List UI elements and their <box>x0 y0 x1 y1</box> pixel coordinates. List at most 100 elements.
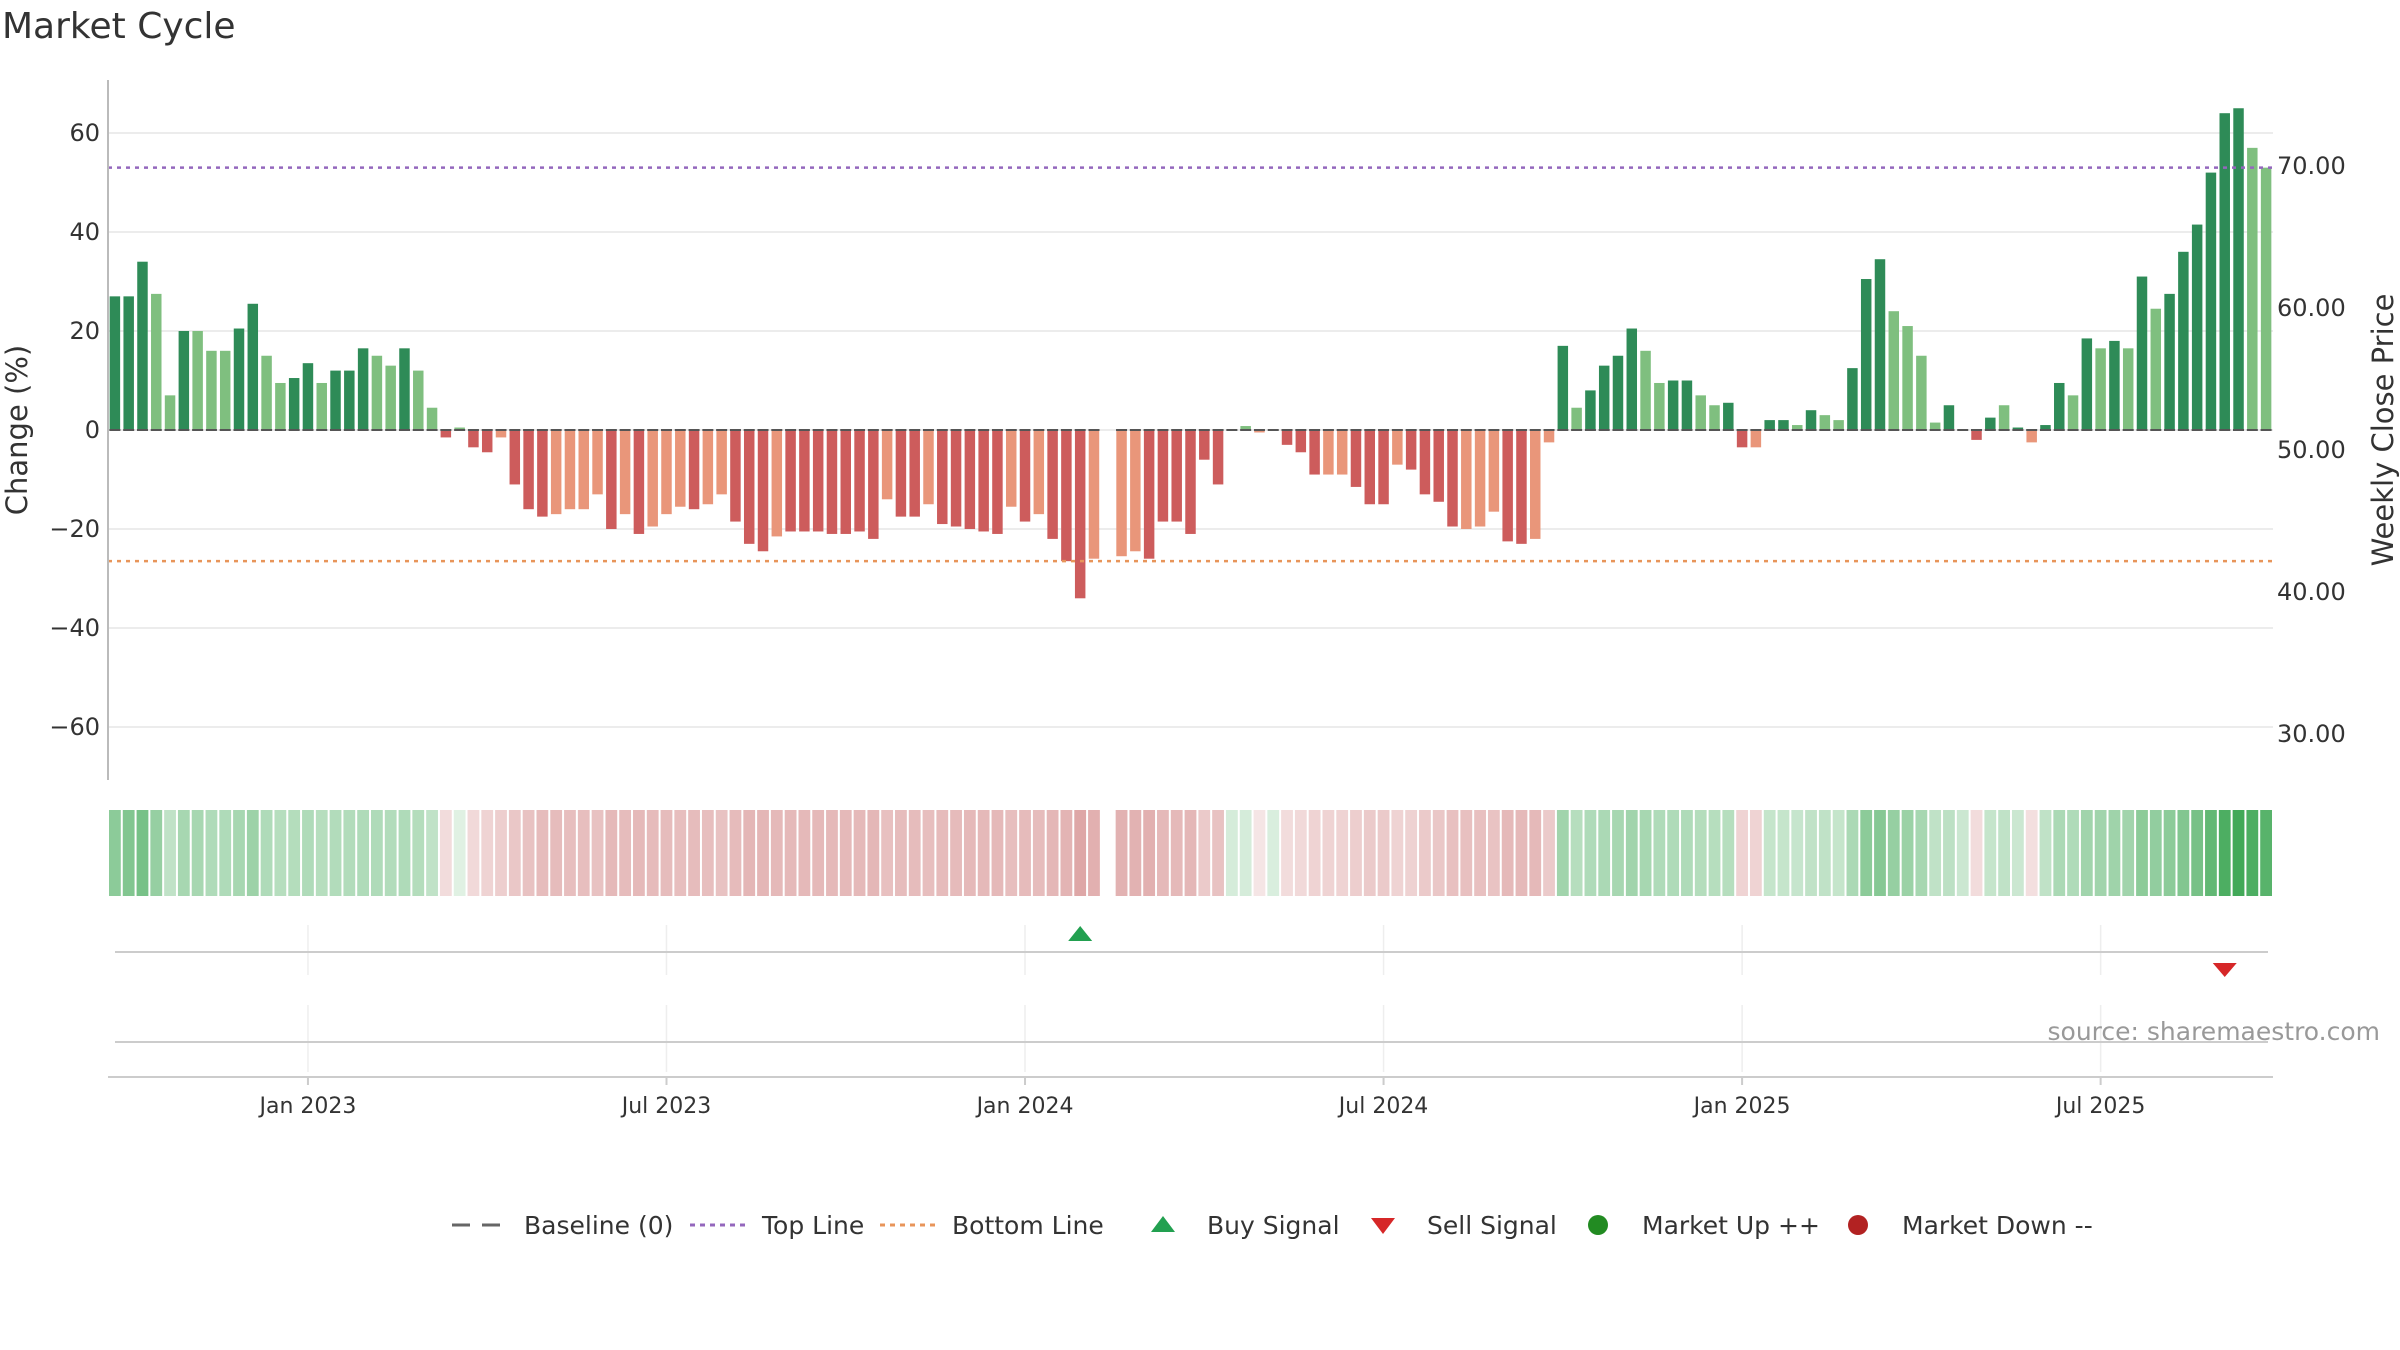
y2-tick-label: 30.00 <box>2277 720 2346 748</box>
strip-cell <box>991 810 1004 896</box>
bar <box>619 430 631 515</box>
bar <box>1543 430 1555 443</box>
strip-cell <box>1157 810 1169 896</box>
strip-cell <box>1239 810 1252 896</box>
strip-cell <box>908 810 921 896</box>
bar <box>2233 108 2244 430</box>
strip-cell <box>205 810 218 896</box>
strip-cell <box>1419 810 1431 896</box>
legend-bottom-line: Bottom Line <box>880 1211 1104 1240</box>
strip-cell <box>1777 810 1790 896</box>
bar <box>385 365 396 430</box>
strip-cell <box>1322 810 1335 896</box>
strip-cell <box>357 810 370 896</box>
strip-cell <box>1598 810 1611 896</box>
legend-baseline-0: Baseline (0) <box>452 1211 673 1240</box>
strip-cell <box>1943 810 1955 896</box>
bar <box>2109 340 2120 430</box>
bar <box>1750 430 1762 448</box>
bar <box>799 430 810 532</box>
bar <box>2247 147 2258 430</box>
strip-cell <box>591 810 604 896</box>
y2-tick-label: 60.00 <box>2277 294 2346 322</box>
bar <box>1985 417 1996 430</box>
triangle-down-icon <box>1371 1218 1395 1234</box>
circle-icon <box>1588 1215 1608 1235</box>
strip-cell <box>1694 810 1707 896</box>
bar <box>647 430 658 527</box>
bar <box>1488 430 1500 512</box>
bar <box>592 430 603 495</box>
strip-cell <box>246 810 259 896</box>
strip-cell <box>453 810 466 896</box>
triangle-up-icon <box>1151 1216 1175 1232</box>
bar <box>1461 430 1472 529</box>
y-tick-label: 40 <box>69 218 100 246</box>
bars-layer <box>109 108 2272 599</box>
strip-cell <box>1294 810 1307 896</box>
strip-cell <box>109 810 121 896</box>
strip-cell <box>1446 810 1459 896</box>
bar <box>2081 338 2093 430</box>
strip-cell <box>2246 810 2259 896</box>
strip-cell <box>1253 810 1266 896</box>
strip-cell <box>1005 810 1018 896</box>
strip-cell <box>1929 810 1942 896</box>
bar <box>1212 430 1224 485</box>
bar <box>868 430 879 539</box>
bar <box>2178 251 2189 430</box>
bar <box>1860 279 1872 430</box>
strip-cell <box>1749 810 1762 896</box>
strip-cell <box>577 810 590 896</box>
strip-cell <box>467 810 480 896</box>
strip-cell <box>922 810 935 896</box>
bar <box>288 378 300 430</box>
bar <box>895 430 907 517</box>
bar <box>2095 348 2106 430</box>
strip-cell <box>2205 810 2217 896</box>
strip-cell <box>2218 810 2231 896</box>
bar <box>164 395 176 430</box>
strip-cell <box>439 810 452 896</box>
bar <box>633 430 645 534</box>
strip-cell <box>384 810 397 896</box>
strip-cell <box>2011 810 2024 896</box>
strip-cell <box>729 810 742 896</box>
bar <box>1350 430 1362 487</box>
strip-cell <box>233 810 245 896</box>
strip-cell <box>826 810 838 896</box>
strip-cell <box>1515 810 1528 896</box>
bar <box>1116 430 1127 557</box>
strip-cell <box>1405 810 1418 896</box>
strip-cell <box>260 810 273 896</box>
strip-cell <box>1791 810 1804 896</box>
strip-cell <box>1805 810 1817 896</box>
strip-cell <box>2067 810 2079 896</box>
strip-cell <box>1391 810 1404 896</box>
legend-market-down: Market Down -- <box>1848 1211 2093 1240</box>
bar <box>413 370 424 430</box>
bar <box>1171 430 1182 522</box>
strip-cell <box>508 810 521 896</box>
bar <box>1916 355 1927 430</box>
bar <box>1309 430 1320 475</box>
bar <box>840 430 851 534</box>
bar <box>247 303 259 430</box>
y2-tick-label: 40.00 <box>2277 578 2346 606</box>
y-axis-title: Change (%) <box>0 345 34 515</box>
bar <box>1833 420 1844 430</box>
strip-cell <box>2108 810 2121 896</box>
strip-cell <box>798 810 811 896</box>
strip-cell <box>481 810 494 896</box>
bar <box>688 430 700 510</box>
strip-cell <box>1639 810 1652 896</box>
bar <box>275 382 286 430</box>
legend-market-up: Market Up ++ <box>1588 1211 1820 1240</box>
bar <box>302 363 314 430</box>
strip-cell <box>177 810 190 896</box>
strip-cell <box>412 810 425 896</box>
bar <box>1709 405 1720 430</box>
buy-signal-marker <box>1068 926 1093 941</box>
strip-cell <box>1998 810 2010 896</box>
bar <box>2026 430 2037 443</box>
